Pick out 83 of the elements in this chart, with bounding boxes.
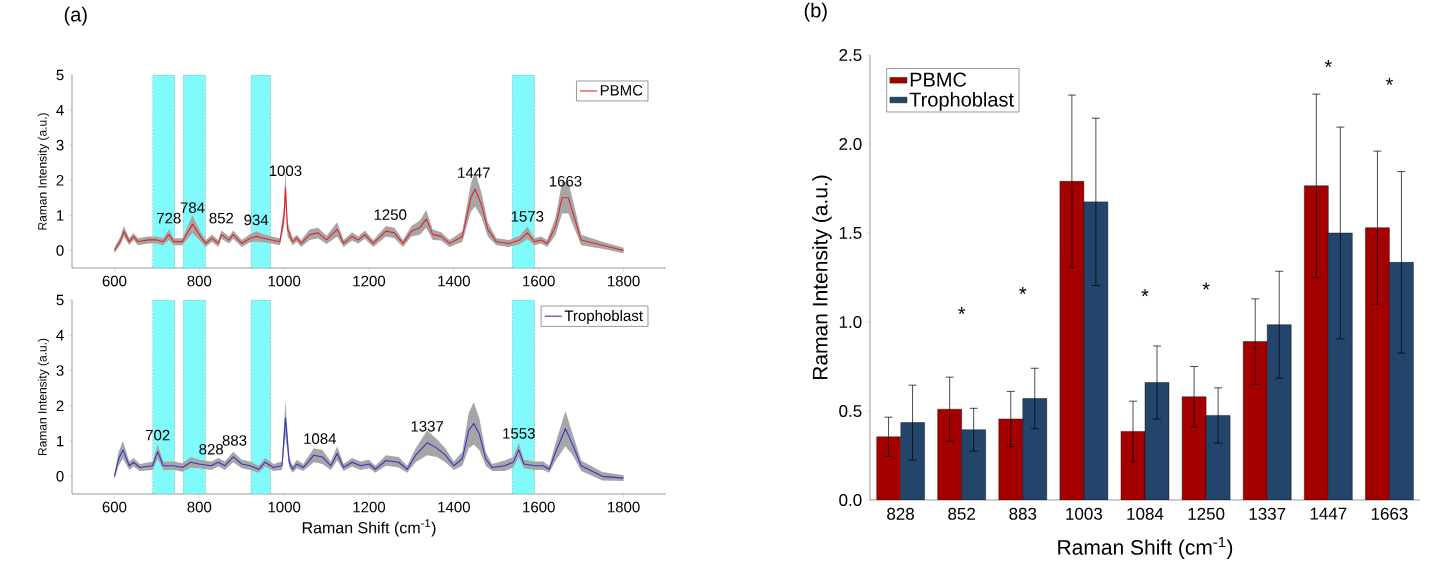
x-tick-label: 1084	[1127, 507, 1164, 520]
y-tick-label: 4	[56, 104, 64, 116]
bar	[1267, 324, 1292, 500]
x-tick-label: 1000	[268, 275, 301, 287]
legend-label: PBMC	[600, 84, 643, 96]
annotation: *	[1385, 77, 1394, 85]
annotation: *	[1202, 282, 1210, 290]
x-tick-label: 1250	[1188, 507, 1225, 520]
x-tick-label: 1663	[1371, 507, 1408, 520]
annotation: 1663	[549, 175, 582, 187]
x-tick-label: 828	[887, 507, 914, 520]
y-axis-title: Raman Intensity (a.u.)	[37, 338, 50, 456]
y-tick-label: 2	[56, 175, 64, 186]
chart-title: (a)	[64, 6, 87, 26]
x-tick-label: 1600	[523, 501, 555, 513]
x-tick-label: 1000	[268, 501, 301, 513]
bar	[1206, 415, 1231, 500]
y-tick-label: 0.0	[839, 493, 862, 507]
bar	[1328, 232, 1353, 500]
x-tick-label: 1400	[438, 501, 470, 513]
annotation: 1337	[411, 421, 444, 432]
bar	[961, 429, 986, 500]
x-tick-label: 883	[1009, 507, 1037, 520]
x-tick-label: 1337	[1249, 507, 1286, 520]
x-tick-label: 1447	[1310, 507, 1347, 520]
legend-label: Trophoblast	[564, 310, 643, 324]
x-tick-label: 600	[102, 275, 127, 287]
x-tick-label: 1003	[1066, 507, 1103, 520]
x-tick-label: 1200	[353, 501, 386, 513]
bar	[900, 422, 925, 500]
annotation: 1553	[503, 428, 535, 439]
line-series	[113, 186, 625, 251]
y-tick-label: 0.5	[839, 404, 862, 418]
y-tick-label: 5	[56, 294, 64, 306]
x-axis-title: Raman Shift (cm$^{-1}$)	[1058, 536, 1233, 559]
y-axis-title: Raman Intensity (a.u.)	[37, 113, 50, 230]
x-tick-label: 800	[187, 501, 212, 513]
x-tick-label: 1800	[608, 501, 640, 513]
annotation: 1250	[374, 209, 407, 220]
line-series	[113, 417, 625, 479]
annotation: *	[1019, 287, 1027, 295]
annotation: 1003	[269, 165, 302, 177]
y-tick-label: 2	[56, 400, 64, 412]
x-tick-label: 1400	[438, 275, 470, 287]
x-tick-label: 800	[187, 275, 212, 287]
y-tick-label: 0	[56, 245, 64, 256]
y-tick-label: 1	[57, 435, 64, 447]
annotation: 728	[157, 212, 181, 224]
chart-title: (b)	[804, 2, 827, 22]
y-axis-title: Raman Intensity (a.u.)	[812, 175, 832, 380]
y-tick-label: 3	[56, 139, 64, 151]
y-tick-label: 2.5	[839, 48, 862, 62]
bar	[1389, 262, 1414, 500]
annotation: *	[1141, 289, 1149, 297]
y-tick-label: 4	[56, 330, 64, 341]
annotation: *	[1324, 60, 1332, 68]
legend-label: PBMC	[910, 72, 967, 87]
bar	[1022, 398, 1047, 500]
y-tick-label: 1	[57, 210, 64, 221]
x-tick-label: 1600	[523, 275, 555, 287]
y-tick-label: 0	[56, 471, 64, 482]
x-tick-label: 852	[948, 507, 975, 520]
bar	[1083, 201, 1108, 500]
annotation: 784	[180, 202, 205, 213]
y-tick-label: 5	[56, 69, 64, 81]
x-tick-label: 600	[102, 501, 127, 513]
y-tick-label: 3	[56, 365, 64, 376]
annotation: 1084	[304, 433, 337, 444]
annotation: 702	[145, 429, 170, 441]
legend-label: Trophoblast	[909, 92, 1014, 111]
annotation: 934	[244, 214, 269, 226]
x-tick-label: 1800	[608, 275, 640, 287]
annotation: 1447	[458, 167, 490, 178]
annotation: *	[958, 307, 966, 315]
y-tick-label: 1.5	[839, 227, 862, 239]
annotation: 883	[222, 435, 247, 446]
x-axis-title: Raman Shift (cm$^{-1}$)	[302, 519, 436, 537]
y-tick-label: 1.0	[839, 315, 862, 329]
y-tick-label: 2.0	[839, 137, 862, 151]
bar	[1145, 382, 1169, 500]
x-tick-label: 1200	[353, 275, 386, 287]
annotation: 852	[209, 212, 234, 224]
annotation: 1573	[511, 211, 544, 222]
